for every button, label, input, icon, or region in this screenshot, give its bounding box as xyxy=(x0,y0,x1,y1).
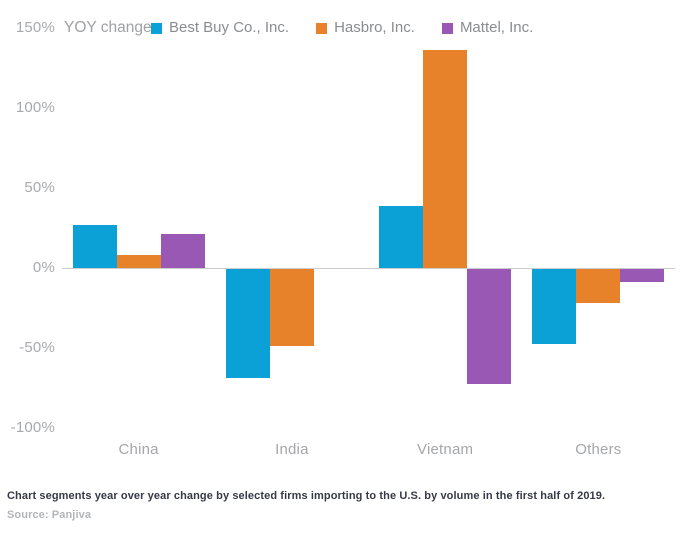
bar-hasbro-inc-india xyxy=(269,269,314,346)
bar-hasbro-inc-others xyxy=(576,269,621,303)
legend-swatch-icon xyxy=(151,22,162,34)
bar-best-buy-co-inc-china xyxy=(72,224,117,268)
bar-best-buy-co-inc-vietnam xyxy=(379,205,424,268)
legend-item-mattel-inc: Mattel, Inc. xyxy=(441,19,534,37)
bar-mattel-inc-china xyxy=(160,234,205,268)
zero-axis-line xyxy=(62,268,675,269)
y-axis-tick-label: 50% xyxy=(24,179,55,196)
x-axis-category-label: Others xyxy=(575,441,622,458)
legend-label: Mattel, Inc. xyxy=(459,19,534,36)
y-axis-tick-label: 0% xyxy=(32,259,55,276)
chart-source-credit: Source: Panjiva xyxy=(7,509,92,521)
y-axis-tick-label: -50% xyxy=(19,339,55,356)
bar-hasbro-inc-vietnam xyxy=(423,50,468,268)
x-axis-category-label: China xyxy=(118,441,159,458)
legend-swatch-icon xyxy=(316,22,328,34)
y-axis-tick-label: 150% xyxy=(15,19,55,36)
legend-swatch-icon xyxy=(441,22,453,34)
y-axis-tick-label: 100% xyxy=(15,99,55,116)
chart-legend: Best Buy Co., Inc. Hasbro, Inc. Mattel, In… xyxy=(151,19,533,37)
bar-hasbro-inc-china xyxy=(116,255,161,268)
legend-label: Best Buy Co., Inc. xyxy=(169,19,290,36)
legend-item-hasbro-inc: Hasbro, Inc. xyxy=(316,19,415,37)
bar-best-buy-co-inc-india xyxy=(225,269,270,378)
chart-caption: Chart segments year over year change by … xyxy=(7,490,606,502)
legend-item-best-buy-co-inc: Best Buy Co., Inc. xyxy=(151,19,289,37)
x-axis-category-label: Vietnam xyxy=(417,441,474,458)
bar-mattel-inc-vietnam xyxy=(467,269,512,385)
y-axis-unit-label: YOY change xyxy=(64,19,152,36)
y-axis-tick-label: -100% xyxy=(10,419,55,436)
x-axis-category-label: India xyxy=(275,441,309,458)
bar-best-buy-co-inc-others xyxy=(532,269,577,345)
bar-mattel-inc-others xyxy=(620,269,665,282)
plot-area: YOY change Best Buy Co., Inc. Hasbro, Inc… xyxy=(10,19,675,458)
legend-label: Hasbro, Inc. xyxy=(334,19,415,36)
